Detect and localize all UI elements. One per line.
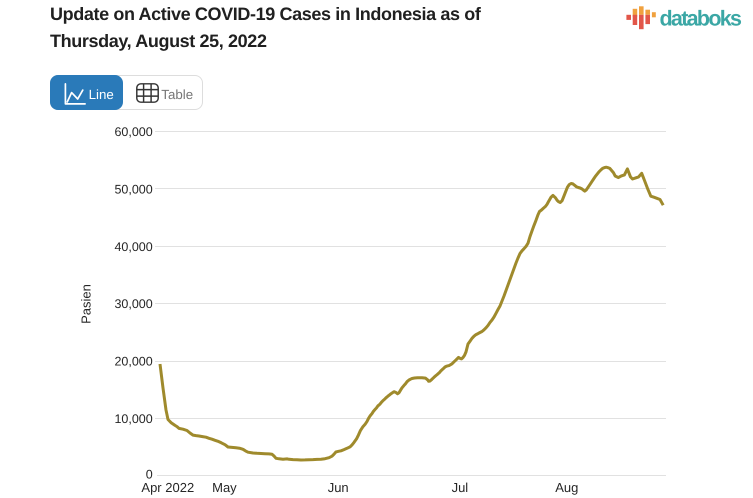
- svg-text:0: 0: [146, 468, 153, 482]
- svg-text:40,000: 40,000: [114, 240, 152, 254]
- svg-text:20,000: 20,000: [114, 355, 152, 369]
- svg-text:30,000: 30,000: [114, 297, 152, 311]
- svg-text:Jul: Jul: [452, 480, 469, 495]
- svg-text:databoks: databoks: [660, 7, 743, 31]
- svg-text:60,000: 60,000: [114, 125, 152, 139]
- svg-text:May: May: [212, 480, 237, 495]
- svg-text:50,000: 50,000: [114, 182, 152, 196]
- svg-text:Pasien: Pasien: [79, 284, 94, 324]
- svg-text:Aug: Aug: [555, 480, 578, 495]
- svg-text:Apr 2022: Apr 2022: [141, 480, 194, 495]
- svg-text:Jun: Jun: [328, 480, 349, 495]
- svg-text:10,000: 10,000: [114, 412, 152, 426]
